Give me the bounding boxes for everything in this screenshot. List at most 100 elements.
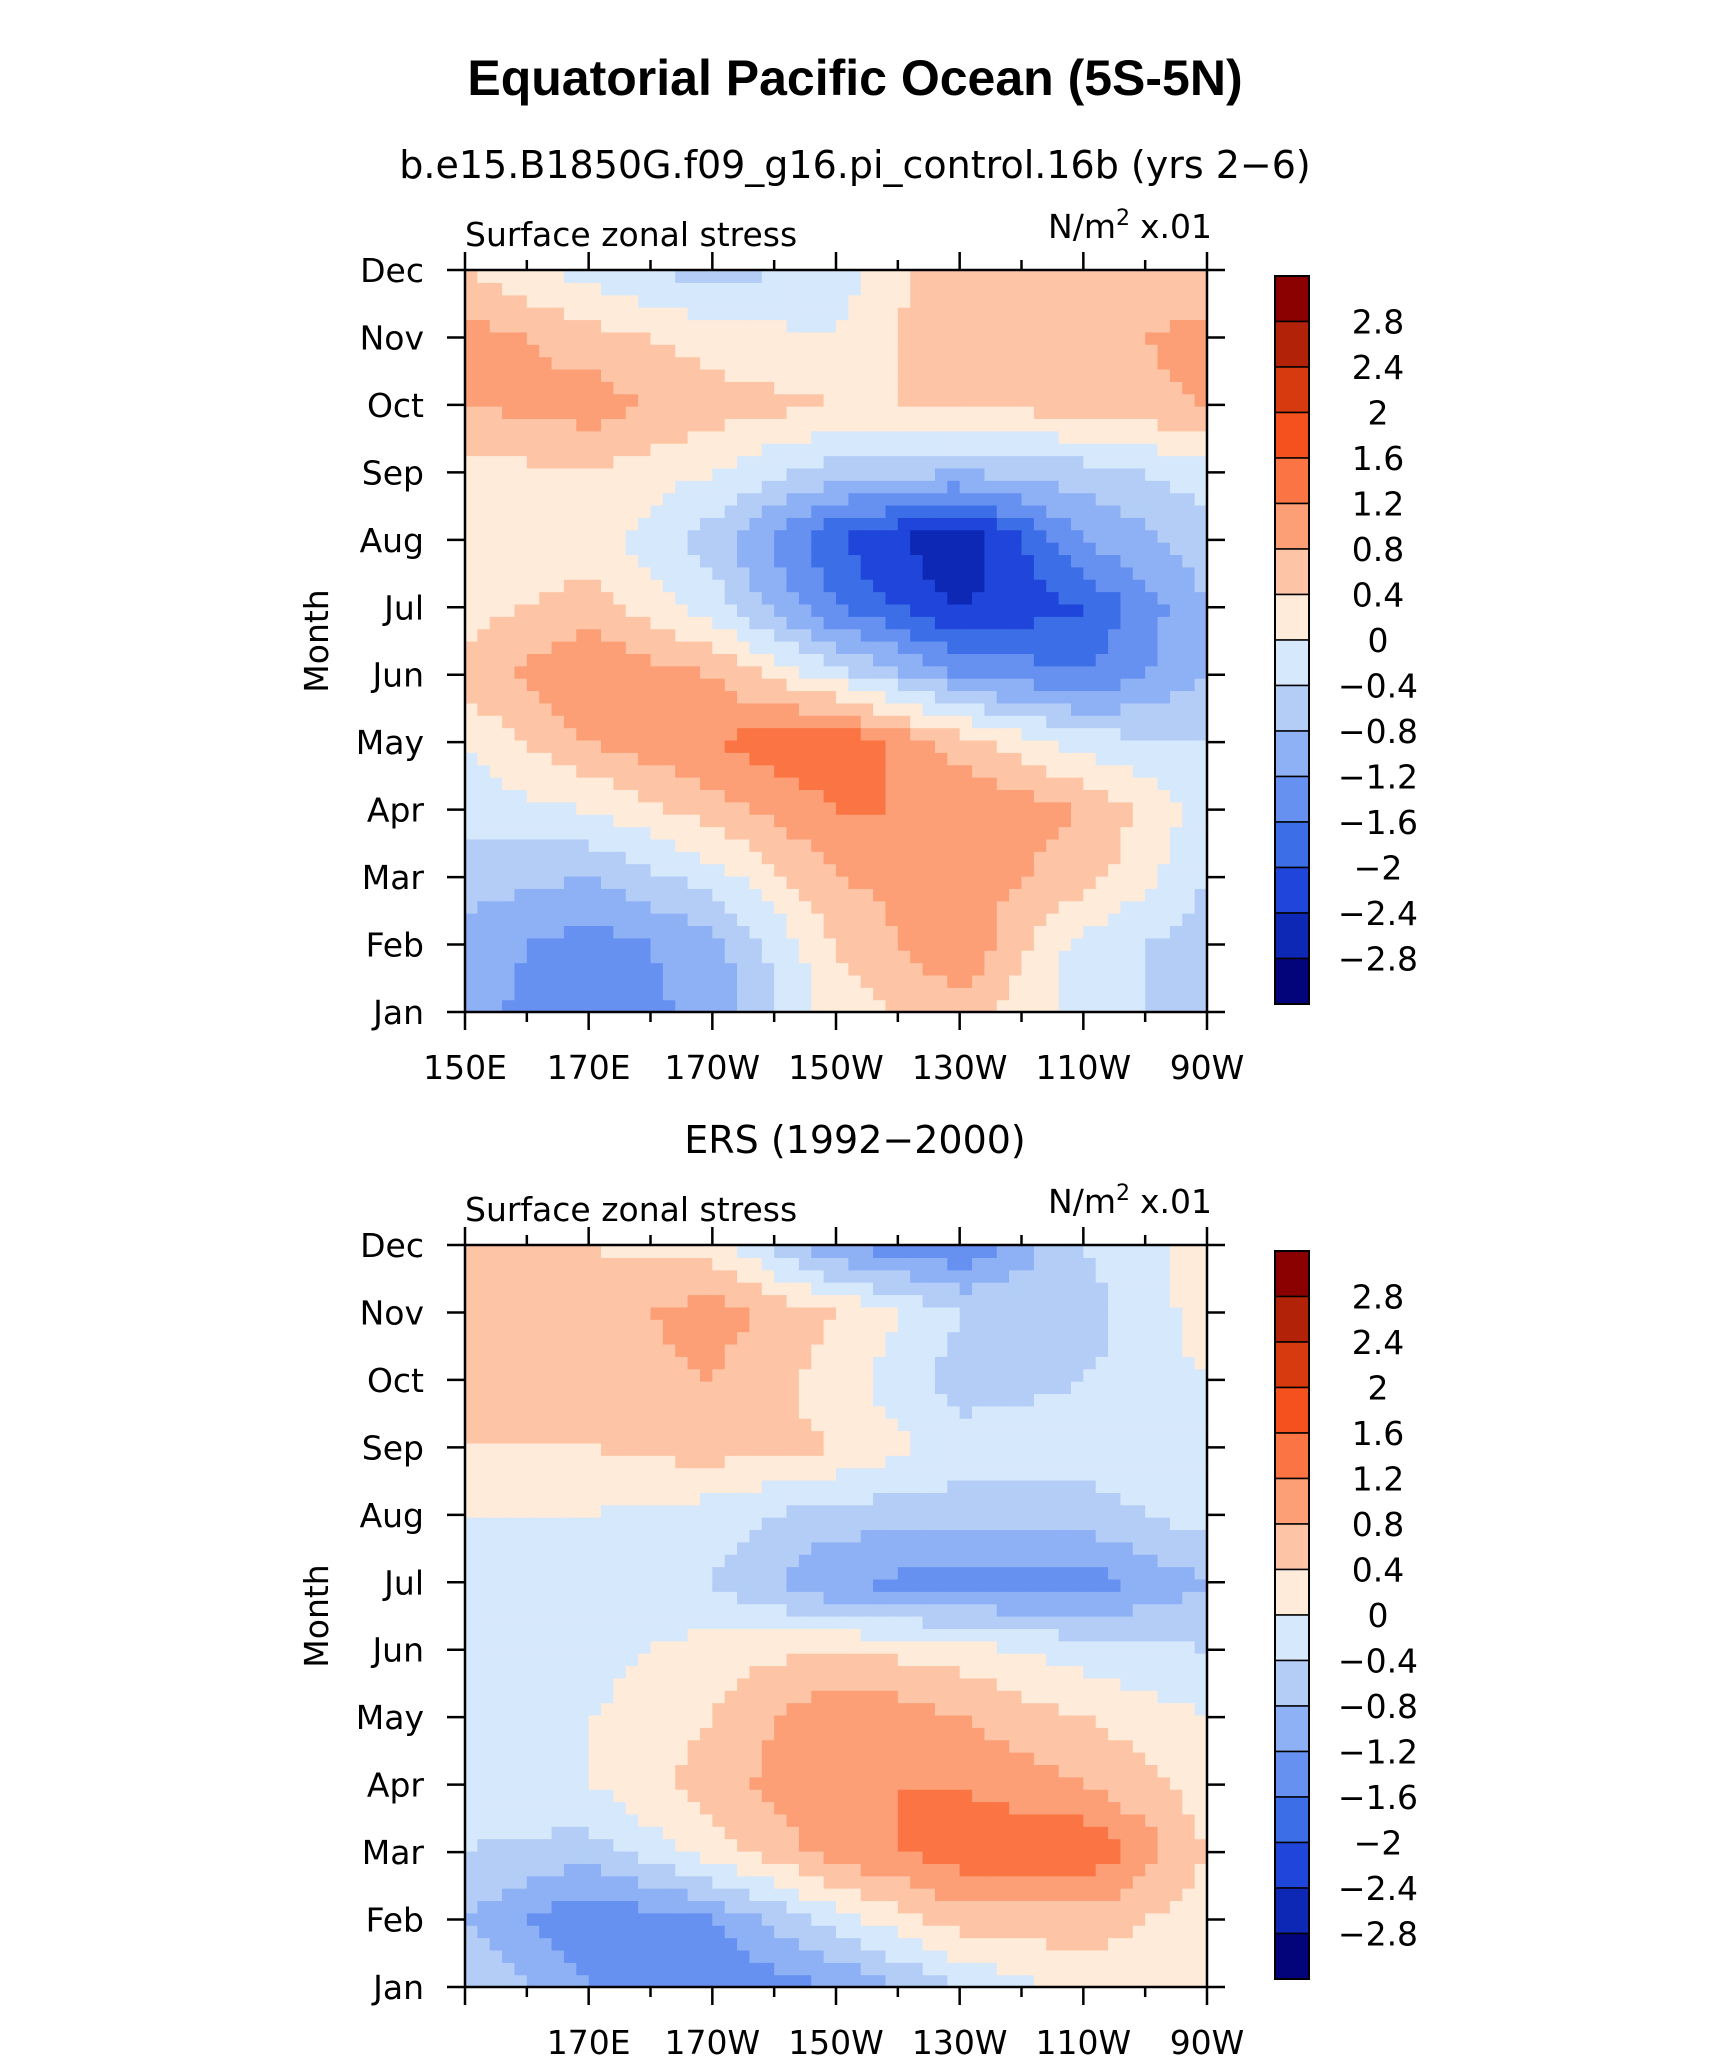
heatmap-cell — [724, 715, 738, 729]
heatmap-cell — [539, 678, 553, 692]
heatmap-cell — [749, 603, 763, 617]
heatmap-cell — [1157, 851, 1171, 865]
heatmap-cell — [588, 406, 602, 419]
heatmap-cell — [563, 356, 577, 370]
heatmap-cell — [1095, 1813, 1109, 1827]
heatmap-cell — [897, 554, 911, 568]
heatmap-cell — [922, 443, 936, 457]
heatmap-cell — [1194, 406, 1207, 419]
heatmap-cell — [625, 1962, 639, 1976]
heatmap-cell — [1120, 1850, 1134, 1864]
heatmap-cell — [885, 801, 899, 815]
heatmap-cell — [1145, 381, 1159, 395]
heatmap-cell — [465, 1974, 478, 1987]
heatmap-cell — [613, 863, 627, 877]
heatmap-cell — [613, 1838, 627, 1852]
heatmap-cell — [984, 1949, 998, 1963]
heatmap-cell — [539, 517, 553, 531]
heatmap-cell — [1095, 875, 1109, 889]
heatmap-cell — [465, 801, 478, 815]
heatmap-cell — [984, 863, 998, 877]
heatmap-cell — [1009, 838, 1023, 852]
heatmap-cell — [1145, 319, 1159, 333]
heatmap-cell — [823, 851, 837, 865]
heatmap-cell — [675, 863, 689, 877]
heatmap-cell — [910, 974, 924, 988]
heatmap-cell — [638, 1789, 652, 1803]
heatmap-cell — [699, 492, 713, 506]
heatmap-cell — [551, 603, 565, 617]
heatmap-cell — [1182, 368, 1196, 382]
heatmap-cell — [601, 529, 614, 543]
heatmap-cell — [514, 801, 528, 815]
heatmap-cell — [1058, 480, 1072, 494]
heatmap-cell — [1070, 1888, 1084, 1902]
heatmap-cell — [1108, 1776, 1122, 1790]
heatmap-cell — [798, 406, 812, 419]
heatmap-cell — [675, 974, 689, 988]
heatmap-cell — [811, 307, 825, 321]
heatmap-cell — [1169, 665, 1183, 679]
heatmap-cell — [934, 529, 948, 543]
heatmap-cell — [984, 467, 998, 481]
heatmap-cell — [885, 455, 899, 469]
heatmap-cell — [724, 1739, 738, 1753]
heatmap-cell — [1046, 739, 1060, 753]
heatmap-cell — [1157, 430, 1171, 444]
heatmap-cell — [798, 789, 812, 803]
heatmap-cell — [1157, 1974, 1171, 1987]
heatmap-cell — [1083, 838, 1097, 852]
heatmap-cell — [724, 616, 738, 630]
heatmap-cell — [885, 1826, 899, 1840]
heatmap-cell — [1194, 875, 1207, 889]
heatmap-cell — [1021, 331, 1035, 345]
heatmap-cell — [539, 418, 553, 432]
heatmap-cell — [786, 950, 800, 964]
heatmap-cell — [588, 962, 602, 976]
heatmap-cell — [774, 1727, 788, 1741]
heatmap-cell — [873, 1925, 887, 1939]
heatmap-cell — [514, 727, 528, 741]
heatmap-cell — [712, 838, 726, 852]
heatmap-cell — [675, 368, 689, 382]
heatmap-cell — [502, 814, 516, 828]
heatmap-cell — [638, 801, 652, 815]
heatmap-cell — [638, 504, 652, 518]
heatmap-cell — [1132, 1937, 1146, 1951]
heatmap-cell — [1194, 517, 1207, 531]
heatmap-cell — [489, 1764, 503, 1778]
heatmap-cell — [502, 356, 516, 370]
heatmap-cell — [638, 1739, 652, 1753]
heatmap-cell — [947, 579, 961, 593]
heatmap-cell — [613, 777, 627, 790]
y-tick-label: Jun — [370, 656, 424, 695]
heatmap-cell — [526, 504, 540, 518]
heatmap-cell — [601, 430, 614, 444]
heatmap-cell — [984, 1789, 998, 1803]
heatmap-cell — [984, 270, 998, 283]
heatmap-cell — [526, 1900, 540, 1914]
heatmap-cell — [687, 987, 701, 1001]
heatmap-cell — [699, 616, 713, 630]
heatmap-cell — [897, 925, 911, 939]
heatmap-cell — [1046, 752, 1060, 766]
heatmap-cell — [996, 1937, 1010, 1951]
heatmap-cell — [1145, 579, 1159, 593]
heatmap-cell — [551, 467, 565, 481]
heatmap-cell — [1132, 1888, 1146, 1902]
heatmap-cell — [1009, 950, 1023, 964]
heatmap-cell — [724, 319, 738, 333]
heatmap-cell — [897, 826, 911, 840]
heatmap-cell — [1021, 616, 1035, 630]
heatmap-cell — [712, 480, 726, 494]
heatmap-cell — [1108, 579, 1122, 593]
heatmap-cell — [1169, 566, 1183, 580]
heatmap-cell — [811, 381, 825, 395]
heatmap-cell — [588, 331, 602, 345]
heatmap-cell — [477, 950, 491, 964]
heatmap-cell — [1120, 1801, 1134, 1815]
heatmap-cell — [860, 925, 874, 939]
heatmap-cell — [477, 554, 491, 568]
heatmap-cell — [749, 319, 763, 333]
heatmap-cell — [1108, 1764, 1122, 1778]
